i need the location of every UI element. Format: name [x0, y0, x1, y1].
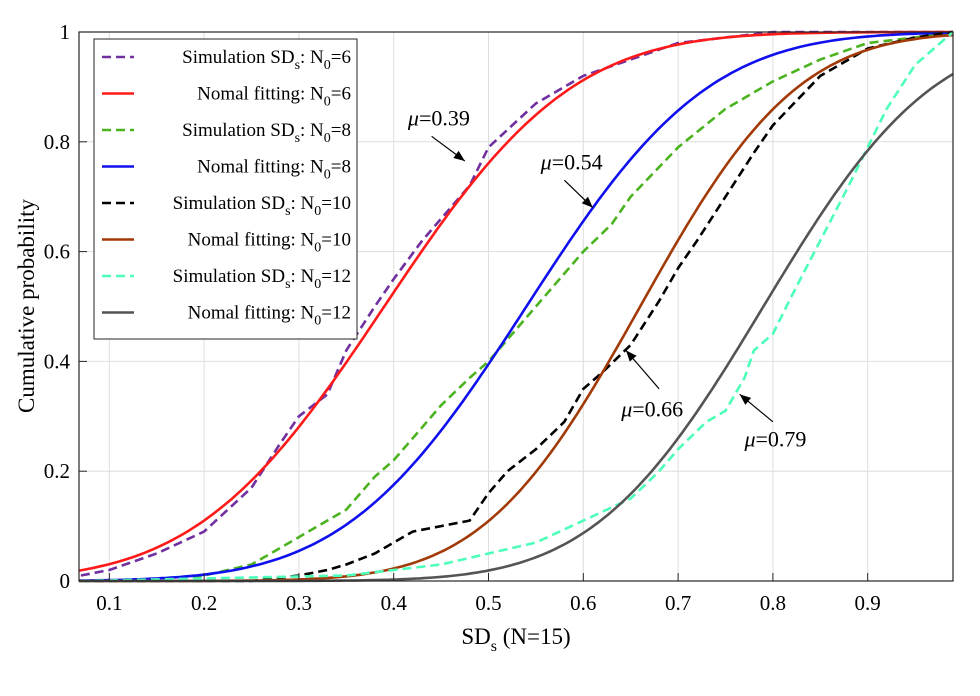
- y-tick-label: 0: [60, 569, 71, 593]
- legend-label: Simulation SDs: N0=12: [173, 266, 351, 292]
- legend-label: Nomal fitting: N0=10: [188, 230, 351, 256]
- series-line-4: [79, 31, 954, 582]
- legend-label: Simulation SDs: N0=8: [182, 120, 351, 146]
- y-tick-label: 0.2: [44, 459, 70, 483]
- annotation-label: μ=0.66: [620, 396, 683, 421]
- legend: Simulation SDs: N0=6 Nomal fitting: N0=6 S…: [93, 38, 358, 340]
- y-axis-title: Cumulative probability: [14, 199, 39, 413]
- x-tick-label: 0.6: [570, 591, 596, 615]
- annotation-label: μ=0.54: [540, 149, 603, 174]
- x-tick-label: 0.8: [760, 591, 786, 615]
- x-tick-label: 0.4: [381, 591, 408, 615]
- annotations: μ=0.39 μ=0.54 μ=0.66 μ=0.79: [407, 105, 806, 451]
- x-axis-title: SDs (N=15): [461, 624, 570, 655]
- x-tick-label: 0.9: [855, 591, 881, 615]
- y-tick-label: 0.8: [44, 130, 70, 154]
- plot-frame: [78, 31, 954, 582]
- legend-label: Nomal fitting: N0=8: [197, 157, 351, 183]
- y-tick-label: 0.6: [44, 240, 70, 264]
- annotation-label: μ=0.39: [407, 105, 470, 130]
- annotation-arrow-head: [453, 150, 465, 162]
- annotation-label: μ=0.79: [743, 426, 806, 451]
- legend-label: Simulation SDs: N0=10: [173, 193, 351, 219]
- x-tick-label: 0.5: [475, 591, 501, 615]
- annotation-arrow-head: [625, 350, 637, 362]
- legend-label: Nomal fitting: N0=12: [188, 303, 351, 329]
- axis-ticks: 0.1 0.2 0.3 0.4 0.5 0.6 0.7 0.8 0.9 0 0.2 0.4 0.6 0.8…: [44, 20, 881, 615]
- series-line-3: [80, 30, 954, 583]
- x-tick-label: 0.1: [96, 591, 122, 615]
- series-line-5: [80, 30, 954, 583]
- legend-label: Simulation SDs: N0=6: [182, 47, 351, 73]
- annotation-arrow-head: [739, 394, 752, 405]
- y-tick-label: 0.4: [44, 349, 71, 373]
- y-tick-label: 1: [60, 20, 71, 44]
- annotation-arrow-head: [581, 196, 593, 208]
- legend-label: Nomal fitting: N0=6: [197, 84, 351, 110]
- x-tick-label: 0.7: [665, 591, 691, 615]
- series-line-2: [78, 30, 953, 572]
- legend-box: [93, 38, 358, 340]
- series-line-7: [80, 31, 954, 583]
- x-tick-label: 0.3: [286, 591, 312, 615]
- x-tick-label: 0.2: [191, 591, 217, 615]
- series-line-1: [80, 30, 953, 577]
